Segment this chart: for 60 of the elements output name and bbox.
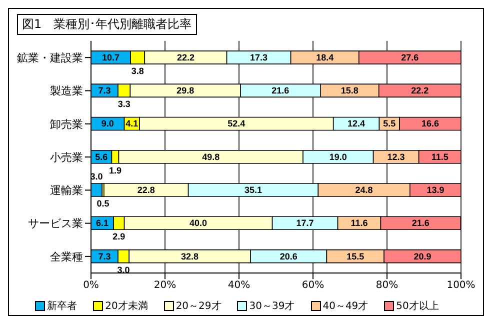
y-tick-label: 小売業 <box>50 150 83 164</box>
data-label: 17.3 <box>250 52 268 62</box>
data-label: 12.3 <box>387 152 405 162</box>
y-tick-label: 鉱業・建設業 <box>17 51 83 64</box>
data-label: 20.6 <box>280 251 298 262</box>
data-label: 6.1 <box>96 218 109 228</box>
data-label: 5.5 <box>383 118 396 129</box>
data-label: 52.4 <box>228 118 246 129</box>
data-label: 21.6 <box>272 86 290 96</box>
legend-label: 20才未満 <box>105 300 148 313</box>
data-label: 10.7 <box>102 52 120 62</box>
data-label: 3.3 <box>118 99 130 110</box>
legend-label: 30～39才 <box>249 300 295 313</box>
data-label: 3.8 <box>131 66 144 76</box>
chart-title: 図1 業種別･年代別離職者比率 <box>17 14 197 35</box>
data-label: 9.0 <box>101 118 114 129</box>
data-label: 2.9 <box>112 232 126 242</box>
data-label: 27.6 <box>401 52 419 62</box>
x-tick-label: 80% <box>376 280 398 292</box>
x-tick-label: 20% <box>154 280 176 292</box>
data-label: 22.8 <box>137 185 155 196</box>
data-label: 4.1 <box>126 118 138 129</box>
data-label: 17.7 <box>296 218 314 228</box>
x-tick-label: 100% <box>446 280 476 292</box>
y-tick-label: 全業種 <box>50 250 83 264</box>
y-tick-label: サービス業 <box>28 217 83 230</box>
data-label: 7.3 <box>98 86 111 96</box>
data-label: 24.8 <box>355 185 373 196</box>
data-label: 32.8 <box>181 251 199 262</box>
data-label: 11.5 <box>431 152 448 162</box>
legend-label: 40～49才 <box>322 300 368 313</box>
data-label: 22.2 <box>411 86 429 96</box>
legend-label: 新卒者 <box>47 300 78 313</box>
y-tick-label: 製造業 <box>50 84 83 98</box>
data-label: 22.2 <box>176 52 194 62</box>
data-label: 29.8 <box>176 86 194 96</box>
x-tick-label: 40% <box>228 280 250 292</box>
legend-label: 20～29才 <box>176 300 222 313</box>
data-label: 19.0 <box>329 152 347 162</box>
data-label: 15.8 <box>340 86 358 96</box>
data-label: 16.6 <box>422 118 440 129</box>
y-tick-label: 卸売業 <box>50 118 83 131</box>
data-label: 20.9 <box>414 251 432 262</box>
data-label: 49.8 <box>202 152 220 162</box>
data-label: 1.9 <box>108 165 122 176</box>
data-label: 35.1 <box>244 185 262 196</box>
x-tick-label: 60% <box>302 280 324 292</box>
data-label: 18.4 <box>316 52 334 62</box>
data-label: 40.0 <box>190 218 208 228</box>
data-label: 0.5 <box>96 198 110 209</box>
x-tick-label: 0% <box>83 280 99 292</box>
data-label: 11.6 <box>350 218 368 228</box>
data-label: 7.3 <box>98 251 111 262</box>
data-label: 5.6 <box>95 152 108 162</box>
legend-label: 50才以上 <box>396 300 439 313</box>
data-label: 15.5 <box>346 251 364 262</box>
y-tick-label: 運輸業 <box>50 184 83 198</box>
data-label: 21.6 <box>412 218 430 228</box>
data-label: 13.9 <box>426 185 444 196</box>
data-label: 12.4 <box>348 118 366 129</box>
